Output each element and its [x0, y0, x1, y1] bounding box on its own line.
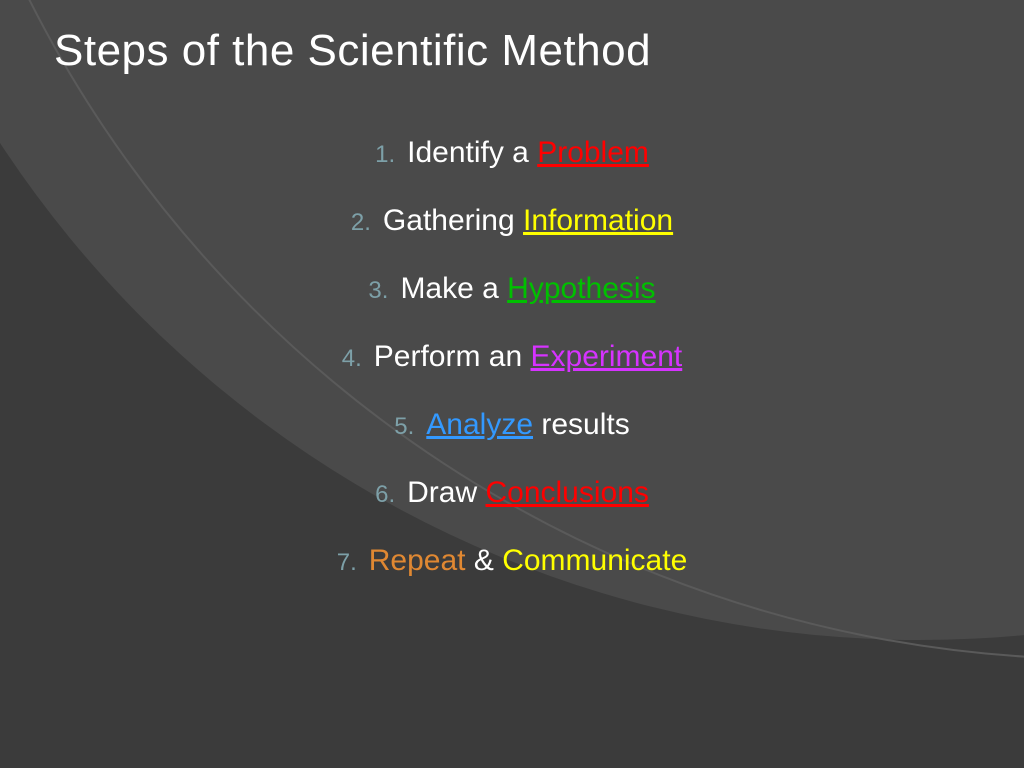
list-number: 2. [351, 209, 371, 236]
list-text-segment: & [466, 544, 503, 577]
list-number: 4. [342, 345, 362, 372]
slide-title: Steps of the Scientific Method [54, 26, 651, 76]
list-text-segment: Repeat [369, 544, 466, 577]
list-text-segment: Problem [537, 136, 649, 169]
list-text-segment: Analyze [426, 408, 533, 441]
list-item: 6. Draw Conclusions [0, 468, 1024, 520]
list-item: 2. Gathering Information [0, 196, 1024, 248]
list-text-segment: Perform an [374, 340, 531, 373]
list-text-segment: Conclusions [485, 476, 648, 509]
list-text-segment: Communicate [502, 544, 687, 577]
slide: Steps of the Scientific Method 1. Identif… [0, 0, 1024, 768]
steps-list: 1. Identify a Problem 2. Gathering Informat… [0, 128, 1024, 604]
list-number: 5. [394, 413, 414, 440]
list-number: 1. [375, 141, 395, 168]
list-text-segment: Information [523, 204, 673, 237]
list-number: 7. [337, 549, 357, 576]
list-item: 7. Repeat & Communicate [0, 536, 1024, 588]
list-number: 3. [368, 277, 388, 304]
list-number: 6. [375, 481, 395, 508]
list-item: 1. Identify a Problem [0, 128, 1024, 180]
list-text-segment: Hypothesis [507, 272, 655, 305]
list-text-segment: Make a [400, 272, 507, 305]
list-text-segment: results [533, 408, 630, 441]
list-text-segment: Identify a [407, 136, 537, 169]
list-item: 3. Make a Hypothesis [0, 264, 1024, 316]
list-item: 5. Analyze results [0, 400, 1024, 452]
list-text-segment: Draw [407, 476, 485, 509]
list-text-segment: Experiment [531, 340, 683, 373]
list-text-segment: Gathering [383, 204, 523, 237]
list-item: 4. Perform an Experiment [0, 332, 1024, 384]
